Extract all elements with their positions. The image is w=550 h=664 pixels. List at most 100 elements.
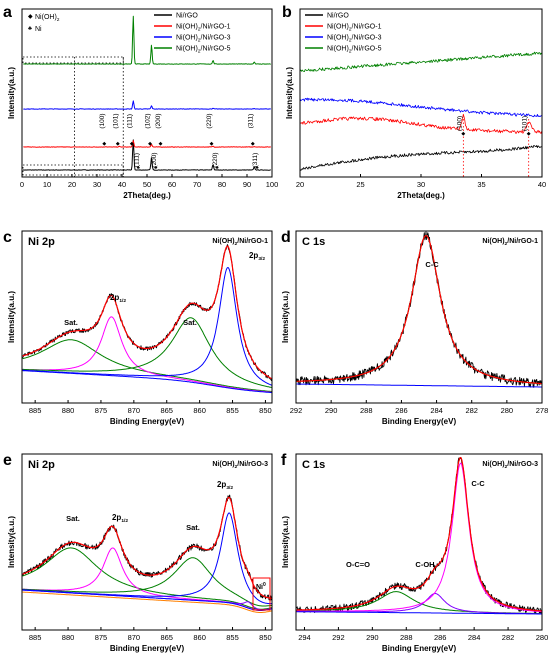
x-tick-label: 284 [468,633,481,642]
panel-a: 0 10 20 30 40 50 60 70 80 90 100 2Theta(deg.) Intens… [7,8,278,200]
panel-letter-e: e [3,452,12,469]
series-line-b [299,51,543,72]
niooh2-marker: ◆ [148,141,152,147]
legend-item: Ni/rGO [327,13,349,20]
chem-part: (OH) [183,24,198,31]
envelope-line [22,245,273,380]
legend-item: Ni(OH)2​/Ni/rGO-3 [327,35,382,44]
panel-title: C 1s [302,236,325,248]
plot-frame [299,8,543,178]
peak-annotation: (220) [212,152,219,167]
series-line-a [23,139,271,171]
chem-part: /Ni/rGO-1 [201,24,231,31]
x-tick-label: 885 [29,633,42,642]
chem-subscript: 2 [505,464,508,470]
legend-item: Ni(OH)2​/Ni/rGO-1 [327,24,382,33]
legend-item: Ni(OH)2​/Ni/rGO-5 [327,46,382,55]
niooh2-marker: ◆ [130,141,134,147]
y-axis-label: Intensity(a.u.) [7,67,16,119]
peak-label: Sat. [66,514,80,523]
chem-subscript: 2 [198,27,201,33]
x-tick-label: 885 [29,406,42,415]
series-line-a [23,15,271,65]
panel-letter-b: b [282,4,292,21]
x-tick-label: 865 [160,406,173,415]
x-tick-label: 25 [356,180,364,189]
zoom-box [22,56,124,64]
legend-item: Ni [35,26,42,33]
component-line [22,267,273,386]
y-axis-label: Intensity(a.u.) [281,516,290,568]
ni-marker: ♣ [215,165,219,171]
ni0-label: Ni0 [256,582,266,591]
peak-label-main: 2p [217,480,226,489]
chem-part: /Ni/rGO-3 [352,35,382,42]
x-tick-label: 855 [226,406,239,415]
chem-part: (OH) [334,24,349,31]
chem-part: (OH) [219,461,234,468]
peak-label: C-C [471,479,485,488]
x-tick-label: 20 [68,180,76,189]
x-tick-label: 30 [93,180,101,189]
peak-annotation: (100) [99,113,106,128]
chem-part: Ni [212,461,219,468]
peak-label: C-C [425,260,439,269]
peak-label: 2p3/2 [249,251,265,262]
x-tick-label: 40 [118,180,126,189]
panel-b: 20 25 30 35 40 2Theta(deg.) Intensity(a.u.) (10… [285,8,546,200]
peak-label-main: 2p [112,513,121,522]
x-tick-label: 880 [62,406,75,415]
x-tick-label: 288 [400,633,413,642]
peak-annotation: (100) [456,116,463,131]
x-tick-label: 860 [193,633,206,642]
chem-part: Ni [176,24,183,31]
x-tick-label: 280 [536,633,549,642]
y-axis-label: Intensity(a.u.) [285,67,294,119]
x-tick-label: 282 [465,406,478,415]
panel-title: C 1s [302,459,325,471]
peak-label-sub: 1/2 [119,298,126,304]
legend-item: Ni/rGO [176,13,198,20]
series-line-b [299,97,542,118]
envelope-line [296,235,543,385]
y-axis-label: Intensity(a.u.) [281,291,290,343]
chem-part: Ni [482,238,489,245]
chem-part: /Ni/rGO-3 [201,35,231,42]
x-axis-label: Binding Energy(eV) [382,644,457,653]
chem-subscript: 2 [349,27,352,33]
peak-label-main: 2p [110,293,119,302]
niooh2-marker: ◆ [210,141,214,147]
peak-annotation: (200) [155,113,162,128]
component-line [22,547,273,610]
x-tick-label: 90 [243,180,251,189]
peak-label: O-C=O [346,560,370,569]
x-tick-label: 855 [226,633,239,642]
sample-label: Ni(OH)2​/Ni/rGO-1 [212,238,268,247]
peak-annotation: (101) [112,113,119,128]
x-tick-label: 850 [259,633,272,642]
chem-part: (OH) [334,46,349,53]
chem-part: (OH) [489,461,504,468]
component-line [22,547,273,611]
legend-item: Ni(OH)2​/Ni/rGO-1 [176,24,231,33]
x-axis-label: 2Theta(deg.) [397,191,445,200]
panel-letter-a: a [3,4,12,21]
chem-subscript: 2 [505,241,508,247]
component-line [22,317,273,388]
background-line [22,370,272,394]
chem-part: Ni [176,35,183,42]
series-line-b [299,144,542,171]
x-tick-label: 282 [502,633,515,642]
chem-part: (OH) [42,14,57,21]
chem-subscript: 2 [198,38,201,44]
x-tick-label: 60 [168,180,176,189]
panel-title: Ni 2p [28,459,55,471]
legend-item: Ni(OH)2​/Ni/rGO-3 [176,35,231,44]
panel-letter-d: d [281,229,291,246]
x-tick-label: 35 [477,180,485,189]
sample-label: Ni(OH)2​/Ni/rGO-1 [482,238,538,247]
peak-annotation: (200) [151,152,158,167]
x-tick-label: 80 [218,180,226,189]
x-tick-label: 290 [366,633,379,642]
panel-f: 294 292 290 288 286 284 282 280 Binding Energy(e… [281,453,549,653]
